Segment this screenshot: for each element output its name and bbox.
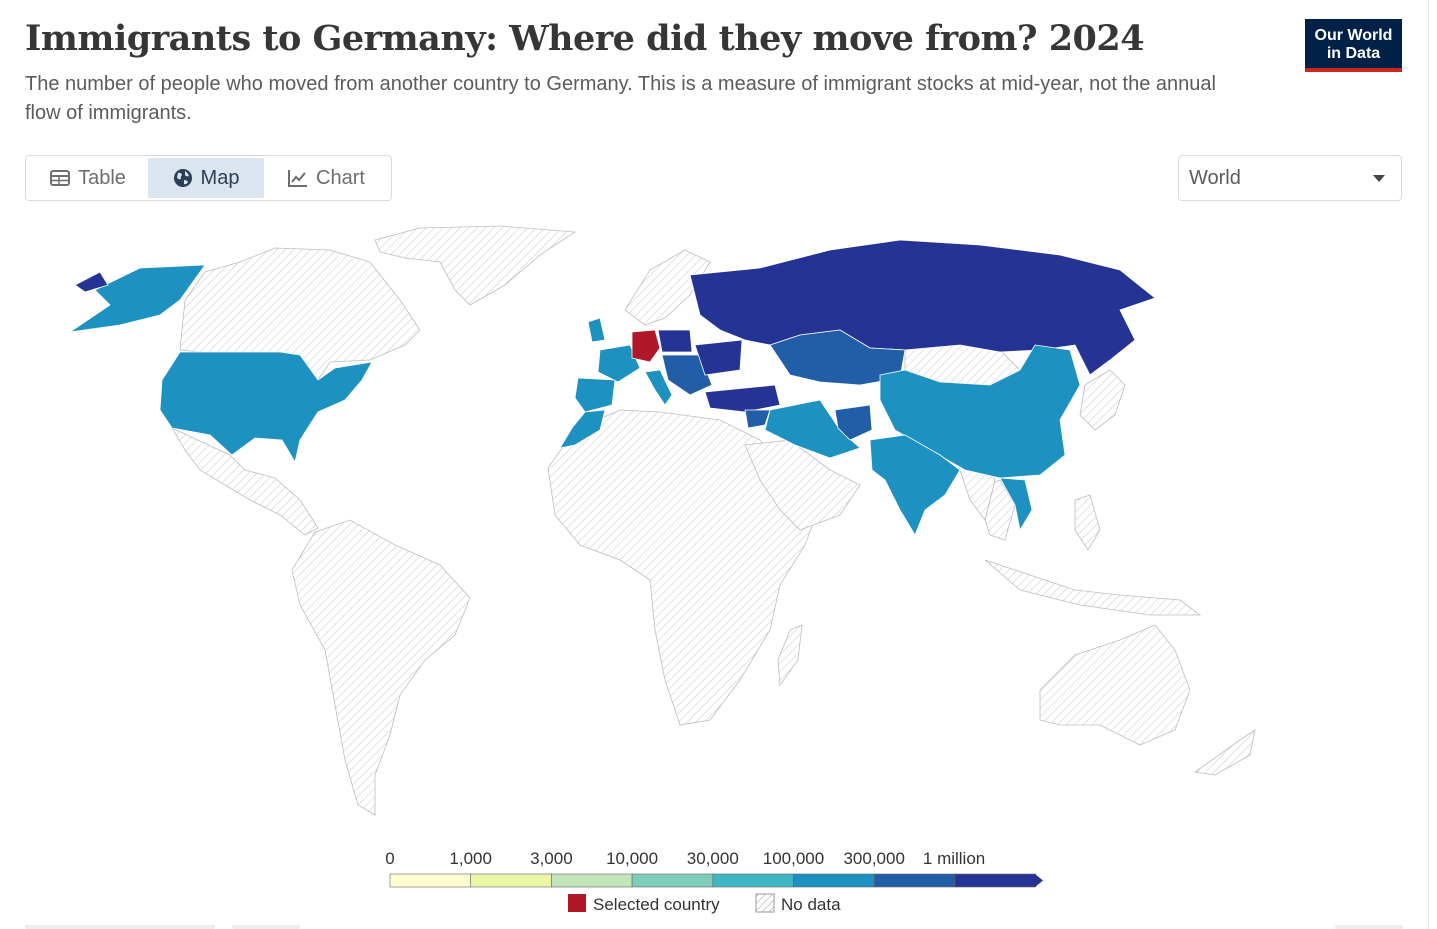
region-afghanistan [834,404,873,441]
globe-icon [173,169,192,187]
selected-country-label: Selected country [593,895,720,914]
logo-line-1: Our World [1314,27,1393,44]
legend-bin-swatch [631,873,714,888]
tab-map-label: Map [200,166,240,189]
legend-bin-swatch [793,873,875,888]
legend-bin-label: 30,000 [687,849,739,868]
region-syria [744,409,771,429]
region-alaska [69,264,206,333]
data-countries [69,239,1156,536]
tab-table[interactable]: Table [28,158,148,198]
legend-bin-swatch [712,873,794,888]
region-new-zealand [1193,729,1256,776]
view-tabs: Table Map Chart [25,155,392,201]
region-philippines [1074,494,1101,551]
legend-bin-label: 1,000 [449,849,492,868]
region-turkey [704,384,781,413]
legend-bin-label: 100,000 [763,849,824,868]
tab-table-label: Table [78,166,126,189]
region-mexico [170,427,319,536]
chevron-down-icon [1373,175,1385,182]
region-uk [587,317,606,343]
region-vietnam [999,477,1033,532]
tab-chart-label: Chart [316,166,365,189]
tab-map[interactable]: Map [148,158,264,198]
region-select-value: World [1189,167,1241,189]
region-iberia [574,377,616,413]
legend-bin-swatch [389,873,471,888]
map-legend: 0 1,000 3,000 10,000 30,000 100,000 300,000 1 m… [385,849,1043,914]
region-united-states [159,351,373,464]
region-iran [764,399,861,459]
page-title: Immigrants to Germany: Where did they mo… [25,18,1145,59]
footer-bar-right [1335,925,1403,929]
legend-bin-swatch [873,873,956,888]
region-poland [657,329,693,353]
table-icon [50,170,71,186]
region-italy [644,369,673,406]
legend-arrow [1035,874,1043,887]
no-data-swatch [755,893,775,913]
footer-bar-mid [232,925,300,929]
legend-bin-swatch [470,873,552,888]
region-alaska-islands [74,271,109,293]
no-data-label: No data [781,895,841,914]
legend-bin-swatch [954,873,1036,888]
region-morocco [559,409,606,449]
selected-country-swatch [568,894,586,912]
legend-bin-label: 0 [385,849,394,868]
legend-bin-swatch [551,873,633,888]
owid-logo[interactable]: Our World in Data [1305,19,1402,72]
region-select[interactable]: World [1178,155,1402,201]
world-map [69,225,1256,816]
region-balkans [661,354,713,396]
region-japan [1079,369,1126,431]
region-africa [547,409,821,726]
region-australia [1039,624,1191,746]
legend-bin-label: 300,000 [843,849,904,868]
region-south-america [291,519,471,816]
region-madagascar [777,624,803,687]
frame-border [1428,0,1429,929]
region-kazakhstan [769,329,906,386]
page-subtitle: The number of people who moved from anot… [25,73,1216,124]
region-germany [631,329,661,363]
region-romania [694,339,743,376]
region-france [597,344,641,383]
tab-chart[interactable]: Chart [264,158,389,198]
region-india [869,434,961,536]
legend-bin-label: 10,000 [606,849,658,868]
region-arabian-peninsula [744,439,861,531]
legend-bin-label: 1 million [923,849,985,868]
region-indonesia [984,559,1202,616]
logo-line-2: in Data [1326,45,1381,62]
legend-bin-label: 3,000 [530,849,573,868]
legend-bins: 0 1,000 3,000 10,000 30,000 100,000 300,000 1 m… [385,849,1036,888]
line-chart-icon [288,170,308,187]
region-greenland [374,225,577,306]
footer-bar-left [25,925,215,929]
